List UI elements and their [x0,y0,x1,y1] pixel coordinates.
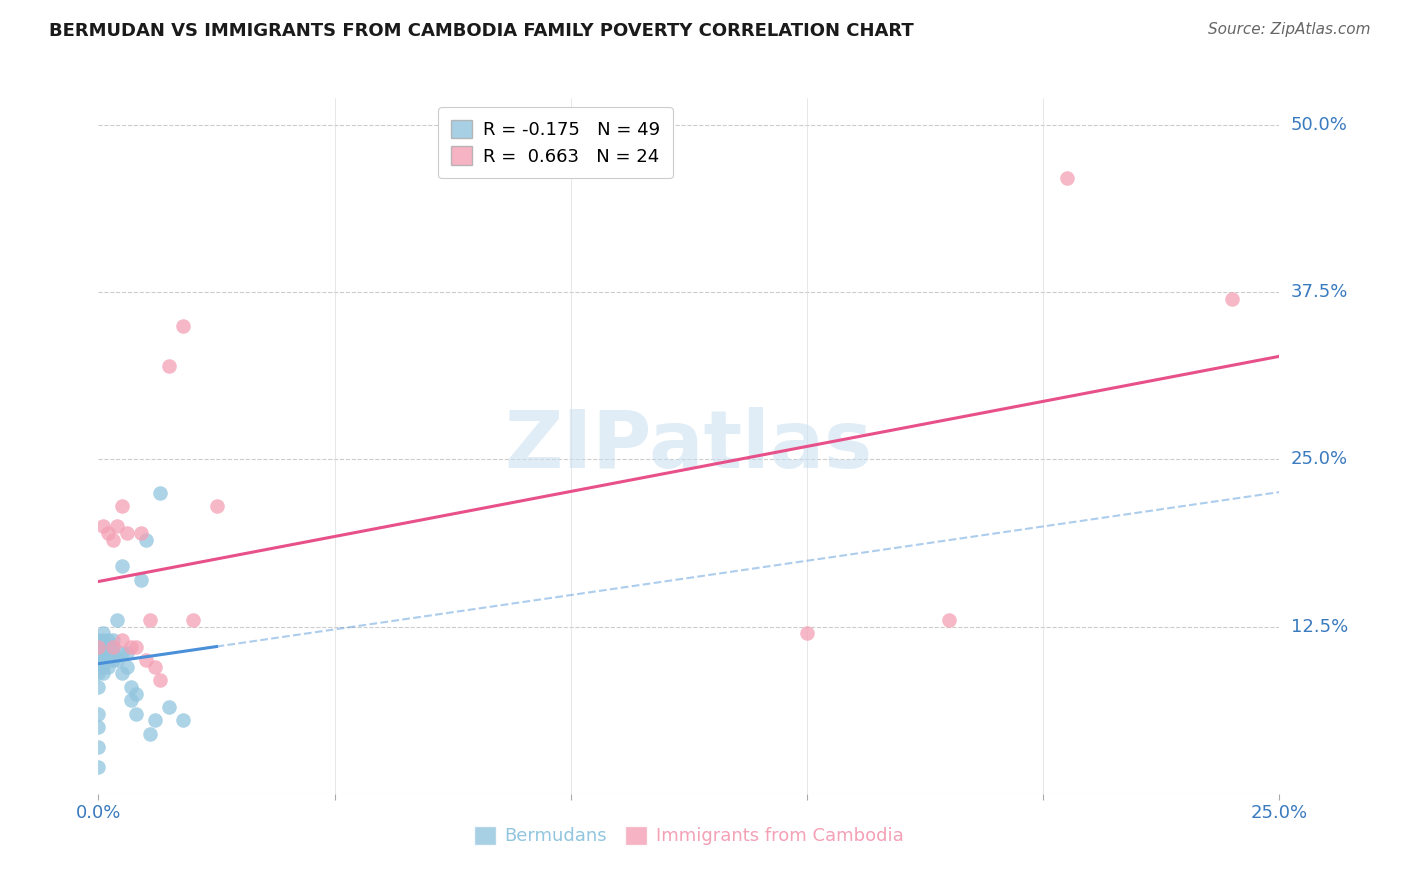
Text: 37.5%: 37.5% [1291,283,1348,301]
Point [87,720,110,734]
Point [91,633,114,648]
Text: Source: ZipAtlas.com: Source: ZipAtlas.com [1208,22,1371,37]
Point [105,613,128,627]
Point [105,653,128,667]
Point [101,646,124,660]
Point [97,660,120,674]
Point [87,666,110,681]
Point [125,706,148,721]
Point [91,646,114,660]
Text: 12.5%: 12.5% [1291,617,1348,636]
Point [125,687,148,701]
Point [87,740,110,755]
Point [139,613,162,627]
Point [105,519,128,533]
Point [87,653,110,667]
Point [87,640,110,654]
Point [172,714,194,728]
Point [149,673,172,688]
Point [101,633,124,648]
Point [97,526,120,541]
Point [172,318,194,333]
Point [143,660,166,674]
Point [181,613,204,627]
Point [129,526,152,541]
Text: BERMUDAN VS IMMIGRANTS FROM CAMBODIA FAMILY POVERTY CORRELATION CHART: BERMUDAN VS IMMIGRANTS FROM CAMBODIA FAM… [49,22,914,40]
Point [87,640,110,654]
Point [97,633,120,648]
Point [111,633,134,648]
Point [1220,292,1243,306]
Point [796,626,818,640]
Point [101,640,124,654]
Point [91,519,114,533]
Point [1056,171,1078,186]
Point [91,626,114,640]
Point [125,640,148,654]
Point [101,640,124,654]
Point [129,573,152,587]
Point [121,693,143,707]
Point [135,653,157,667]
Point [91,640,114,654]
Point [111,559,134,574]
Point [101,533,124,547]
Point [91,640,114,654]
Point [87,646,110,660]
Point [87,640,110,654]
Point [111,500,134,514]
Text: ZIPatlas: ZIPatlas [505,407,873,485]
Point [205,500,228,514]
Point [115,526,138,541]
Point [111,646,134,660]
Point [87,646,110,660]
Point [87,633,110,648]
Point [111,666,134,681]
Text: 50.0%: 50.0% [1291,116,1347,134]
Point [87,653,110,667]
Point [97,640,120,654]
Point [101,653,124,667]
Point [149,485,172,500]
Point [157,699,180,714]
Legend: Bermudans, Immigrants from Cambodia: Bermudans, Immigrants from Cambodia [465,817,912,855]
Point [91,666,114,681]
Point [121,640,143,654]
Point [115,646,138,660]
Point [115,660,138,674]
Point [91,660,114,674]
Point [87,680,110,694]
Point [91,653,114,667]
Point [97,646,120,660]
Point [87,706,110,721]
Point [87,760,110,774]
Point [135,533,157,547]
Text: 25.0%: 25.0% [1291,450,1348,468]
Point [87,640,110,654]
Point [143,714,166,728]
Point [139,726,162,740]
Point [157,359,180,373]
Point [121,680,143,694]
Point [87,660,110,674]
Point [938,613,960,627]
